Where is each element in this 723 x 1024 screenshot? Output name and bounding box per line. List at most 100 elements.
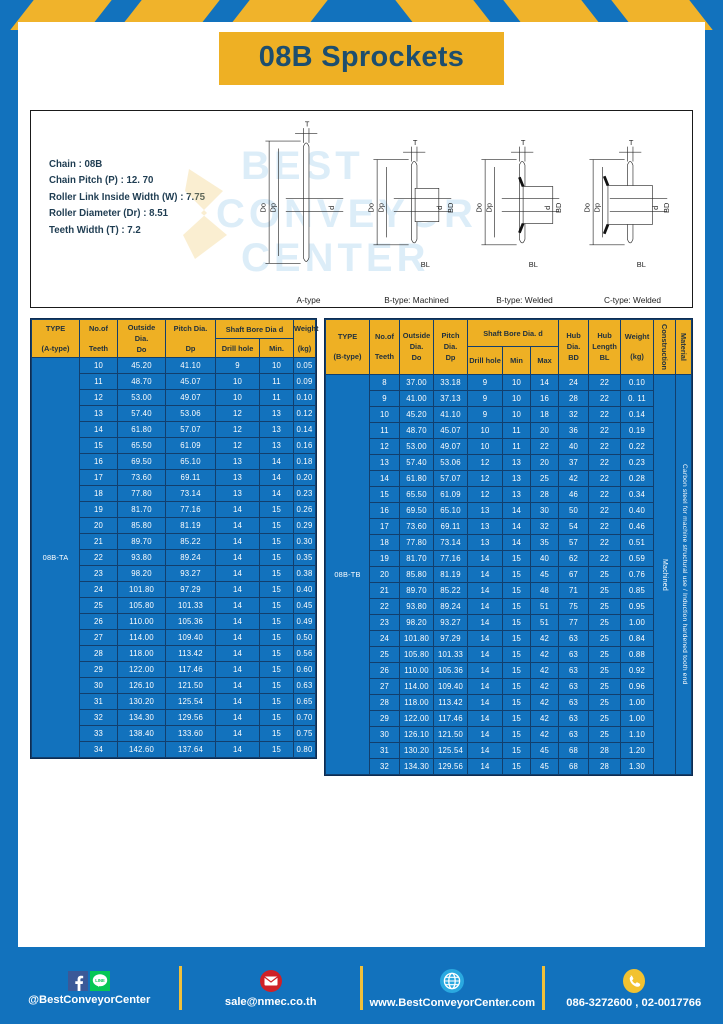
header-teeth: No.of Teeth (369, 319, 400, 375)
table-cell: 129.56 (433, 757, 468, 775)
table-cell: 0.63 (293, 677, 316, 694)
table-cell: 49.07 (165, 389, 216, 406)
table-cell: 63 (558, 693, 590, 711)
table-cell: 28 (588, 741, 622, 759)
table-cell: 18 (79, 485, 118, 502)
table-cell: 125.54 (165, 693, 216, 710)
table-cell: 63 (558, 709, 590, 727)
table-cell: 14 (215, 565, 260, 582)
table-cell: 0.95 (620, 597, 655, 615)
table-cell: 11 (502, 421, 531, 439)
table-cell: 0.18 (293, 453, 316, 470)
table-cell: 0.28 (620, 469, 655, 487)
table-cell: 0.20 (293, 469, 316, 486)
table-cell: 57.07 (165, 421, 216, 438)
material-cell: Carbon steel for machine structural use … (675, 373, 692, 775)
table-cell: 61.09 (165, 437, 216, 454)
table-cell: 65.50 (117, 437, 166, 454)
table-cell: 22 (588, 533, 622, 551)
table-cell: 17 (79, 469, 118, 486)
table-cell: 21 (79, 533, 118, 550)
table-cell: 45.20 (399, 405, 434, 423)
table-cell: 31 (79, 693, 118, 710)
svg-text:d: d (327, 206, 336, 210)
table-cell: 13 (259, 405, 294, 422)
svg-text:BD: BD (446, 203, 455, 213)
footer-group-2[interactable]: sale@nmec.co.th (182, 952, 361, 1024)
table-cell: 0.14 (293, 421, 316, 438)
table-cell: 25 (588, 677, 622, 695)
table-row: 20 85.80 81.19 14 15 0.29 (32, 517, 316, 534)
table-cell: 25 (79, 597, 118, 614)
table-cell: 31 (369, 741, 400, 759)
table-cell: 15 (502, 693, 531, 711)
table-cell: 23 (79, 565, 118, 582)
table-cell: 12 (215, 405, 260, 422)
footer-group-4[interactable]: 086-3272600 , 02-0017766 (545, 952, 723, 1024)
table-cell: 14 (467, 757, 503, 775)
table-cell: 0.30 (293, 533, 316, 550)
table-cell: 11 (259, 389, 294, 406)
table-cell: 137.64 (165, 741, 216, 758)
table-cell: 1.30 (620, 757, 655, 775)
footer-group-3[interactable]: www.BestConveyorCenter.com (363, 952, 542, 1024)
footer-group-1[interactable]: LINE @BestConveyorCenter (0, 952, 179, 1024)
figure-3: T Do Dp d BD BL B-type: Welded (472, 117, 577, 307)
table-cell: 15 (259, 597, 294, 614)
table-cell: 63 (558, 645, 590, 663)
table-cell: 29 (369, 709, 400, 727)
table-cell: 101.80 (399, 629, 434, 647)
header-outside-dia: Outside Dia. Do (399, 319, 434, 375)
table-cell: 13 (215, 485, 260, 502)
table-cell: 22 (588, 517, 622, 535)
table-cell: 121.50 (433, 725, 468, 743)
table-cell: 25 (588, 565, 622, 583)
table-row: 23 98.20 93.27 14 15 51 77 25 1.00 (326, 613, 692, 631)
table-cell: 23 (369, 613, 400, 631)
globe-icon[interactable] (439, 968, 465, 994)
table-cell: 0.75 (293, 725, 316, 742)
email-icon[interactable] (259, 969, 283, 993)
table-cell: 77 (558, 613, 590, 631)
phone-icon[interactable] (621, 968, 647, 994)
table-cell: 41.10 (165, 357, 216, 374)
table-cell: 40 (529, 549, 560, 567)
table-cell: 24 (79, 581, 118, 598)
facebook-icon[interactable] (68, 970, 89, 991)
table-cell: 53.06 (165, 405, 216, 422)
table-cell: 22 (588, 485, 622, 503)
figure-drawing-2: T Do Dp d BD BL (366, 138, 455, 269)
line-icon[interactable]: LINE (90, 970, 111, 991)
table-row: 27 114.00 109.40 14 15 0.50 (32, 629, 316, 646)
table-cell: 15 (502, 741, 531, 759)
table-cell: 15 (502, 645, 531, 663)
table-cell: 1.20 (620, 741, 655, 759)
table-row: 08B-TA 10 45.20 41.10 9 10 0.05 (31, 357, 316, 758)
table-cell: 68 (558, 757, 590, 775)
specification-list: Chain : 08B Chain Pitch (P) : 12. 70 Rol… (49, 157, 205, 239)
table-row: 9 41.00 37.13 9 10 16 28 22 0. 11 (326, 389, 692, 407)
table-cell: 13 (215, 453, 260, 470)
table-cell: 14 (259, 453, 294, 470)
table-cell: 109.40 (165, 629, 216, 646)
table-cell: 22 (588, 453, 622, 471)
table-cell: 0.92 (620, 661, 655, 679)
table-cell: 17 (369, 517, 400, 535)
table-row: 18 77.80 73.14 13 14 35 57 22 0.51 (326, 533, 692, 551)
table-cell: 11 (259, 373, 294, 390)
table-cell: 9 (467, 373, 503, 391)
table-cell: 25 (588, 645, 622, 663)
table-cell: 9 (467, 405, 503, 423)
table-cell: 15 (259, 677, 294, 694)
a-type-table: TYPE (A-type) No.of Teeth Outside Dia. D… (30, 318, 319, 759)
table-cell: 13 (467, 501, 503, 519)
table-row: 31 130.20 125.54 14 15 0.65 (32, 693, 316, 710)
table-cell: 14 (215, 709, 260, 726)
footer-text-1: @BestConveyorCenter (28, 993, 151, 1006)
table-cell: 110.00 (399, 661, 434, 679)
table-cell: 14 (369, 469, 400, 487)
table-cell: 14 (467, 629, 503, 647)
table-header-subrow: Drill hole Min Max (326, 346, 692, 375)
footer-text-2: sale@nmec.co.th (224, 995, 317, 1008)
table-cell: 25 (588, 581, 622, 599)
